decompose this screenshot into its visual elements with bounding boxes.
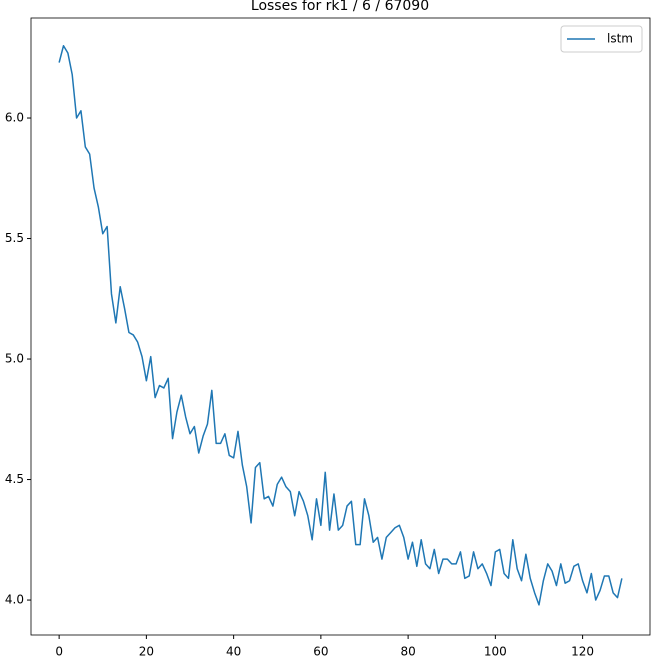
plot-frame — [30, 17, 651, 636]
y-tick-label: 4.0 — [5, 593, 24, 607]
legend-label: lstm — [607, 32, 633, 46]
x-tick-label: 60 — [313, 645, 328, 657]
y-tick-label: 5.5 — [5, 231, 24, 245]
x-tick-label: 120 — [571, 645, 594, 657]
chart-title: Losses for rk1 / 6 / 67090 — [251, 0, 429, 14]
x-tick-label: 100 — [484, 645, 507, 657]
y-tick-label: 6.0 — [5, 111, 24, 125]
x-tick-label: 40 — [226, 645, 241, 657]
x-tick-label: 20 — [139, 645, 154, 657]
y-tick-label: 4.5 — [5, 472, 24, 486]
legend-box — [560, 25, 643, 53]
x-tick-label: 0 — [55, 645, 63, 657]
x-tick-label: 80 — [400, 645, 415, 657]
y-tick-label: 5.0 — [5, 352, 24, 366]
line-series — [58, 44, 623, 606]
